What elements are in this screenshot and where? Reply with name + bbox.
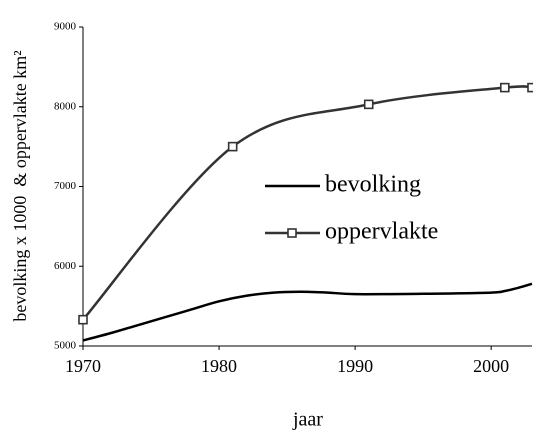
y-tick-label: 5000 (54, 340, 77, 352)
x-tick-label: 2000 (473, 356, 509, 376)
marker (527, 82, 533, 93)
y-tick-label: 6000 (54, 260, 77, 272)
marker (499, 82, 510, 93)
marker (78, 314, 88, 325)
marker (287, 228, 297, 238)
x-tick-label: 1990 (337, 356, 373, 376)
marker (227, 141, 238, 152)
y-tick-label: 8000 (54, 100, 77, 112)
x-tick-label: 1980 (201, 356, 237, 376)
y-axis-label: bevolking x 1000 & oppervlakte km² (10, 50, 30, 321)
x-tick-label: 1970 (65, 356, 101, 376)
y-tick-label: 7000 (54, 180, 77, 192)
series-line (82, 282, 533, 342)
legend-label: bevolking (325, 172, 421, 198)
x-axis-label: jaar (292, 409, 323, 431)
y-tick-label: 9000 (54, 21, 77, 33)
marker (363, 99, 374, 110)
series-line (82, 85, 533, 321)
legend-label: oppervlakte (325, 219, 438, 245)
